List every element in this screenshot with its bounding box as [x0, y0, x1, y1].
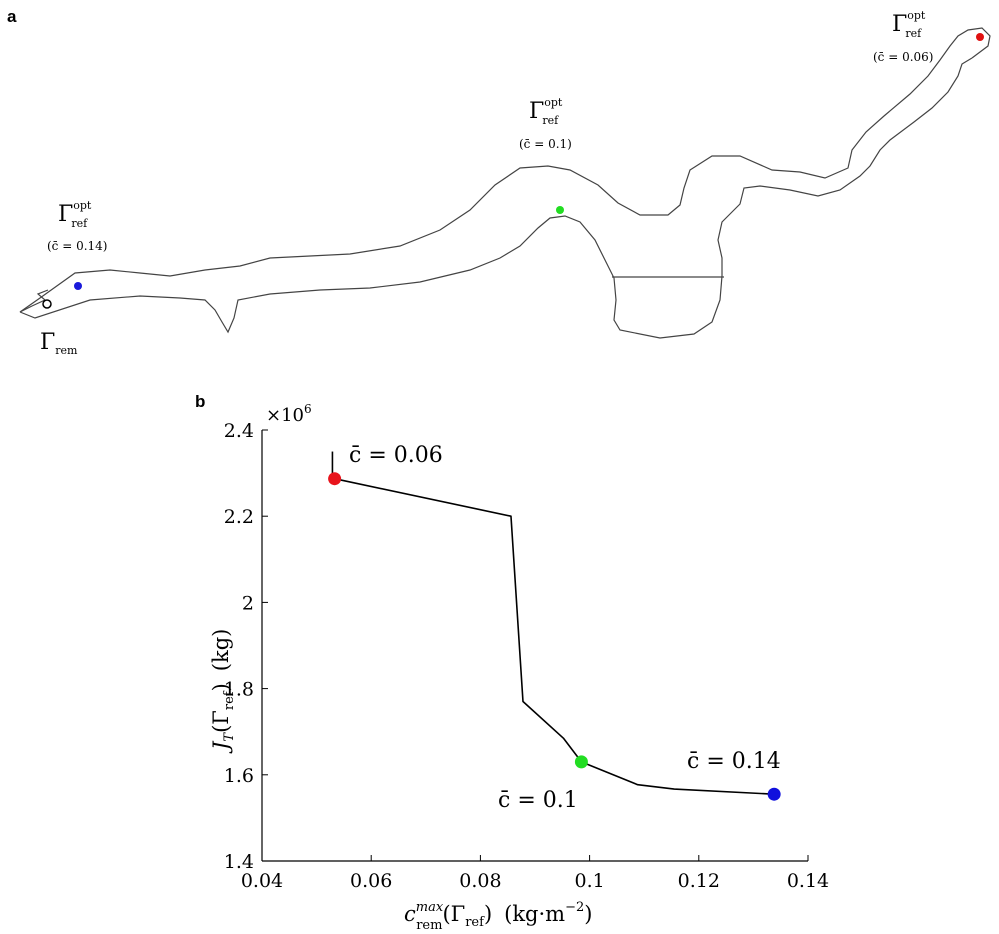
y-tick-label: 2	[242, 592, 254, 614]
highlight-point	[767, 787, 781, 801]
y-tick-label: 1.6	[224, 765, 254, 787]
y-tick-label: 1.8	[224, 679, 254, 701]
x-ticks: 0.04 0.06 0.08 0.1 0.12 0.14	[241, 855, 829, 892]
panel-b-letter: b	[195, 392, 205, 411]
svg-text:(c̄ = 0.14): (c̄ = 0.14)	[47, 239, 108, 253]
y-tick-label: 1.4	[224, 851, 254, 873]
label-gamma-ref-opt-c006: Γopt ref (c̄ = 0.06)	[873, 9, 934, 64]
highlight-points	[328, 472, 781, 801]
reference-dot-c014	[74, 282, 82, 290]
x-tick-label: 0.08	[459, 870, 501, 892]
river-upper-bank	[19, 27, 991, 313]
series-line	[334, 477, 775, 795]
highlight-point	[574, 755, 588, 769]
y-tick-label: 2.2	[224, 506, 254, 528]
panel-b: b 0.04 0.06 0.08 0.1 0.12 0.14 1.4 1.6 1.8 2 2.2 2…	[195, 392, 829, 933]
svg-text:(c̄ = 0.1): (c̄ = 0.1)	[519, 137, 572, 151]
y-ticks: 1.4 1.6 1.8 2 2.2 2.4	[224, 420, 268, 873]
y-multiplier: ×106	[266, 402, 312, 426]
point-label-c01: c̄ = 0.1	[498, 788, 578, 813]
point-label-c006: c̄ = 0.06	[349, 443, 443, 468]
x-tick-label: 0.1	[574, 870, 604, 892]
panel-a: a Γopt ref (c̄ = 0.14) Γopt ref (c̄ = 0.1)	[7, 7, 991, 357]
label-gamma-ref-opt-c01: Γopt ref (c̄ = 0.1)	[519, 96, 572, 151]
x-tick-label: 0.06	[350, 870, 392, 892]
highlight-point	[328, 472, 342, 486]
x-tick-label: 0.12	[678, 870, 720, 892]
label-gamma-rem: Γrem	[40, 330, 78, 357]
reference-dot-c01	[556, 206, 564, 214]
point-label-c014: c̄ = 0.14	[687, 749, 781, 774]
y-axis-label: JT(Γref)(kg)	[209, 629, 237, 754]
x-axis-label: cmax rem(Γref) (kg·m−2)	[404, 900, 592, 933]
reference-dot-c006	[976, 33, 984, 41]
removal-marker	[42, 299, 52, 309]
x-tick-label: 0.04	[241, 870, 283, 892]
svg-text:Γrem: Γrem	[40, 330, 78, 357]
river-lower-bank	[19, 57, 973, 339]
panel-a-letter: a	[7, 7, 17, 26]
x-tick-label: 0.14	[787, 870, 829, 892]
y-tick-label: 2.4	[224, 420, 254, 442]
svg-text:(c̄ = 0.06): (c̄ = 0.06)	[873, 50, 934, 64]
label-gamma-ref-opt-c014: Γopt ref (c̄ = 0.14)	[47, 199, 108, 253]
